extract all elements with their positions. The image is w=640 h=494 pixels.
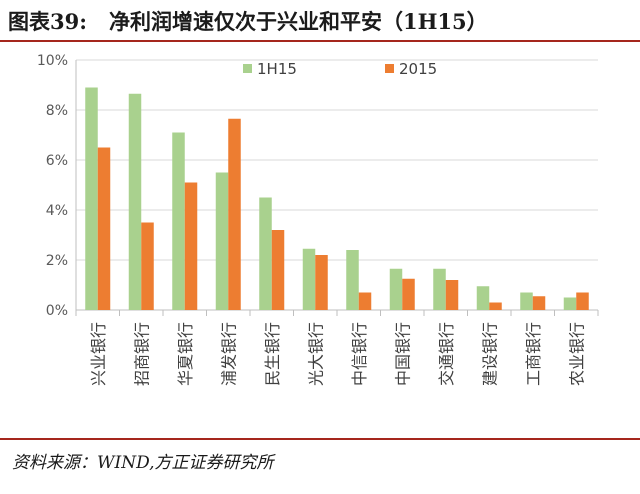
y-tick-label: 8% <box>46 103 68 119</box>
bar-1h15 <box>563 297 577 310</box>
x-tick-label: 民生银行 <box>263 322 282 386</box>
source-note: 资料来源：WIND,方正证券研究所 <box>12 453 274 473</box>
figure-title: 图表39: 净利润增速仅次于兴业和平安（1H15） <box>8 6 488 36</box>
y-tick-label: 10% <box>37 53 68 69</box>
bars <box>85 87 589 310</box>
y-tick-labels: 0% 2% 4% 6% 8% 10% <box>37 53 68 319</box>
x-tick-label: 中国银行 <box>393 322 412 386</box>
bar-1h15 <box>346 250 359 310</box>
x-tick-label: 光大银行 <box>306 322 325 386</box>
source-rule <box>0 438 640 440</box>
bar-1h15 <box>259 197 272 310</box>
x-tick-label: 农业银行 <box>567 322 586 386</box>
legend: 1H15 2015 <box>243 60 437 78</box>
figure-number: 图表39: <box>8 9 87 34</box>
legend-label: 1H15 <box>257 60 297 78</box>
bar-2015 <box>445 280 459 310</box>
bar-chart: 0% 2% 4% 6% 8% 10% 兴业银行 招商银行 华夏银行 浦发银行 民生银行 光大银行 中信… <box>37 53 599 386</box>
legend-label: 2015 <box>399 60 437 78</box>
y-tick-label: 4% <box>46 203 68 219</box>
bar-1h15 <box>85 87 98 310</box>
bar-2015 <box>228 118 241 310</box>
bar-1h15 <box>520 292 533 310</box>
bar-2015 <box>532 296 546 310</box>
x-tick-label: 中信银行 <box>350 322 369 386</box>
figure-title-text: 净利润增速仅次于兴业和平安（1H15） <box>108 9 488 34</box>
y-tick-label: 6% <box>46 153 68 169</box>
legend-swatch <box>243 64 252 73</box>
bar-2015 <box>97 147 111 310</box>
bar-1h15 <box>215 172 229 310</box>
gridlines <box>76 59 598 261</box>
bar-2015 <box>271 230 285 310</box>
y-tick-label: 2% <box>46 253 68 269</box>
bar-2015 <box>402 278 415 310</box>
y-tick-label: 0% <box>46 303 68 319</box>
x-tick-label: 工商银行 <box>524 322 543 386</box>
x-tick-label: 建设银行 <box>480 322 499 386</box>
bar-2015 <box>141 222 154 310</box>
bar-1h15 <box>476 286 490 310</box>
axes <box>75 60 599 316</box>
x-tick-labels: 兴业银行 招商银行 华夏银行 浦发银行 民生银行 光大银行 中信银行 中国银行 交通银行 建设银行… <box>89 322 587 386</box>
x-tick-label: 浦发银行 <box>219 322 238 386</box>
bar-1h15 <box>433 268 446 310</box>
title-rule <box>0 40 640 42</box>
bar-1h15 <box>389 268 403 310</box>
x-tick-label: 招商银行 <box>132 322 151 386</box>
bar-2015 <box>576 292 589 310</box>
bar-2015 <box>315 255 328 310</box>
legend-swatch <box>385 64 394 73</box>
x-tick-label: 交通银行 <box>437 322 456 386</box>
bar-1h15 <box>302 248 316 310</box>
bar-2015 <box>358 292 372 310</box>
bar-2015 <box>184 182 198 310</box>
x-tick-label: 华夏银行 <box>176 322 195 386</box>
bar-1h15 <box>128 93 142 310</box>
x-tick-label: 兴业银行 <box>89 322 108 386</box>
bar-2015 <box>489 302 502 310</box>
bar-1h15 <box>172 132 185 310</box>
